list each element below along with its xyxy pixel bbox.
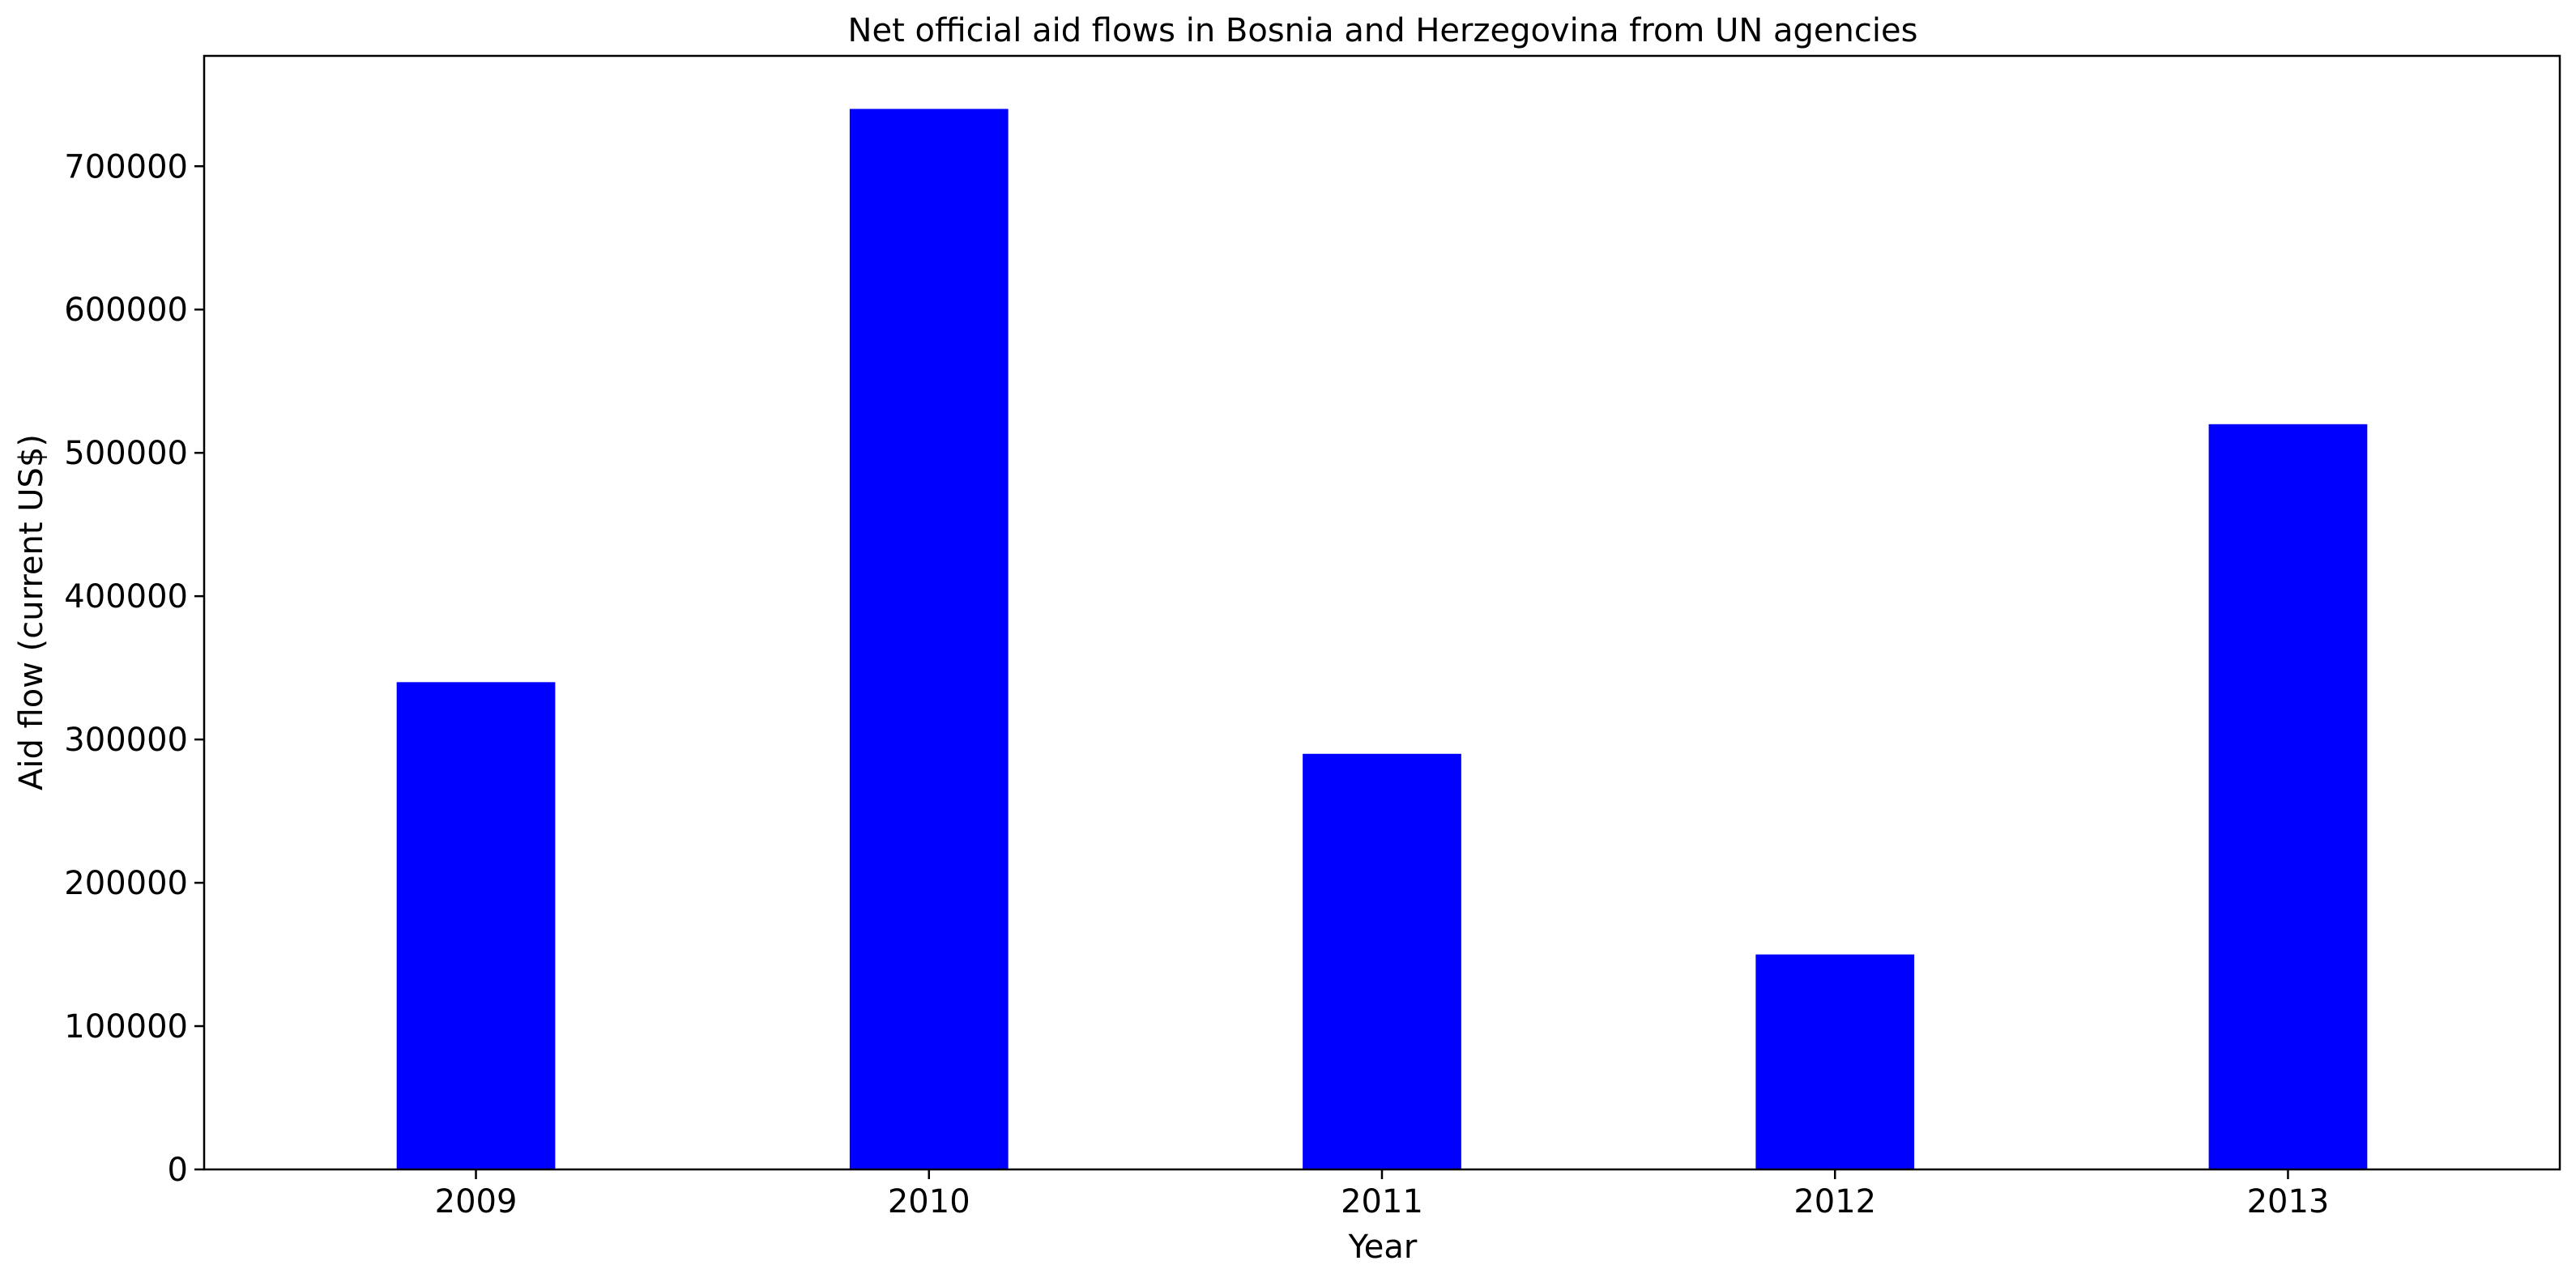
chart-title: Net official aid flows in Bosnia and Her… bbox=[848, 12, 1918, 49]
y-tick-label: 700000 bbox=[64, 148, 188, 185]
y-tick-label: 0 bbox=[168, 1152, 188, 1189]
y-tick-label: 300000 bbox=[64, 722, 188, 759]
x-tick-label-2011: 2011 bbox=[1341, 1183, 1423, 1220]
x-tick-label-2013: 2013 bbox=[2247, 1183, 2330, 1220]
bar-2013 bbox=[2208, 424, 2368, 1169]
x-axis-label: Year bbox=[1348, 1229, 1418, 1266]
y-tick-label: 100000 bbox=[64, 1008, 188, 1046]
bars-layer bbox=[396, 109, 2368, 1169]
bar-2011 bbox=[1303, 753, 1461, 1169]
y-tick-label: 600000 bbox=[64, 292, 188, 329]
y-tick-label: 200000 bbox=[64, 865, 188, 902]
y-tick-label: 500000 bbox=[64, 435, 188, 472]
x-tick-label-2009: 2009 bbox=[435, 1183, 518, 1220]
bar-2012 bbox=[1755, 954, 1915, 1169]
bar-2010 bbox=[849, 109, 1009, 1169]
y-tick-label: 400000 bbox=[64, 578, 188, 615]
x-tick-label-2010: 2010 bbox=[888, 1183, 970, 1220]
bar-2009 bbox=[396, 682, 556, 1169]
x-tick-label-2012: 2012 bbox=[1793, 1183, 1876, 1220]
y-axis-label: Aid flow (current US$) bbox=[13, 434, 50, 790]
y-axis: 0 100000 200000 300000 400000 500000 600000 700… bbox=[64, 148, 204, 1189]
x-axis: 2009 2010 2011 2012 2013 bbox=[435, 1169, 2330, 1220]
